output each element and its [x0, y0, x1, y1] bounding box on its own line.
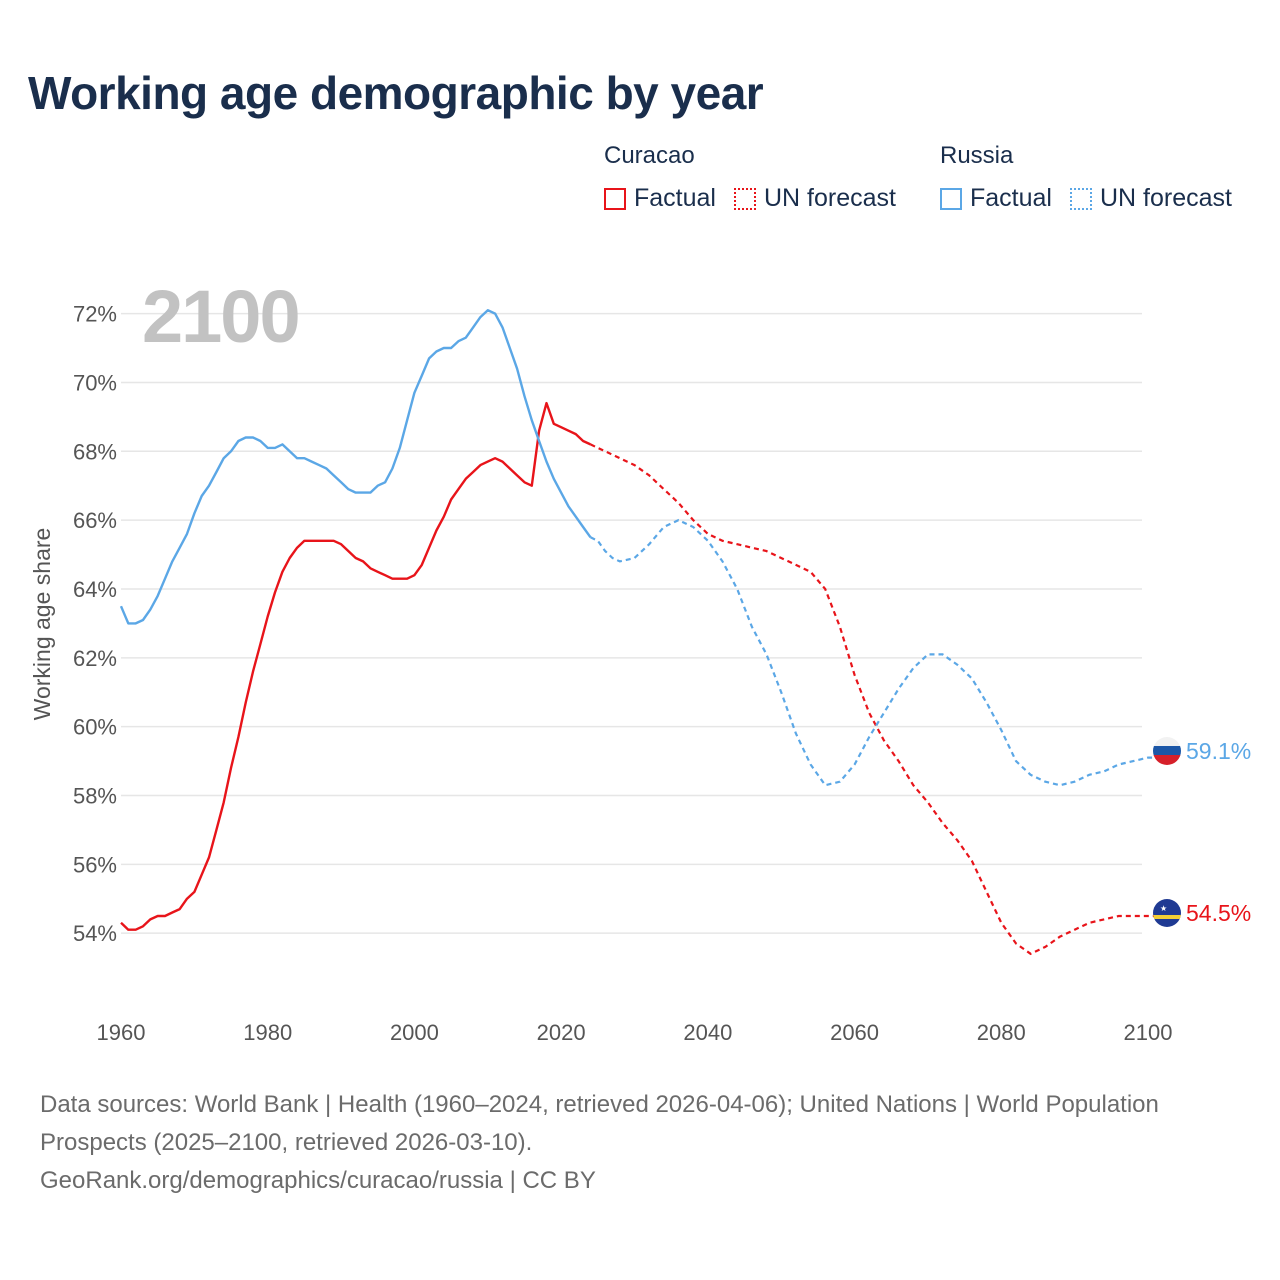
- legend-country-label: Russia: [940, 142, 1014, 169]
- y-axis-label: Working age share: [29, 528, 55, 721]
- year-watermark: 2100: [142, 275, 299, 358]
- y-tick-label: 58%: [73, 783, 117, 808]
- chart-title: Working age demographic by year: [28, 67, 764, 119]
- gridlines: [121, 312, 1142, 934]
- y-tick-label: 70%: [73, 370, 117, 395]
- legend-item-curacao-forecast[interactable]: UN forecast: [733, 184, 896, 213]
- x-tick-label: 2080: [977, 1020, 1026, 1045]
- x-axis-ticks: 1960 1980 2000 2020 2040 2060 2080 2100: [97, 1020, 1173, 1045]
- legend-forecast-label: UN forecast: [1099, 184, 1232, 212]
- curacao-end-label: 54.5%: [1186, 900, 1251, 926]
- y-tick-label: 62%: [73, 646, 117, 671]
- legend-factual-label: Factual: [634, 184, 716, 212]
- russia-forecast-line[interactable]: [590, 518, 1163, 787]
- legend-item-curacao-factual[interactable]: Factual: [604, 184, 716, 213]
- legend-russia: Russia Factual UN forecast: [940, 142, 1250, 213]
- y-tick-label: 56%: [73, 852, 117, 877]
- russia-factual-line[interactable]: [119, 309, 592, 625]
- line-chart: 54% 56% 58% 60% 62% 64% 66% 68% 70% 72% 1960 1980 2…: [29, 275, 1251, 1045]
- x-tick-label: 1960: [97, 1020, 146, 1045]
- data-sources-text: Data sources: World Bank | Health (1960–…: [40, 1091, 1159, 1156]
- x-tick-label: 2060: [830, 1020, 879, 1045]
- x-tick-label: 2000: [390, 1020, 439, 1045]
- legend-factual-label: Factual: [970, 184, 1052, 212]
- credit-link[interactable]: GeoRank.org/demographics/curacao/russia …: [40, 1167, 596, 1194]
- legend-forecast-label: UN forecast: [763, 184, 896, 212]
- curacao-forecast-line[interactable]: [590, 443, 1163, 956]
- y-tick-label: 68%: [73, 439, 117, 464]
- series-lines: [119, 309, 1163, 956]
- solid-swatch-icon: [604, 187, 626, 210]
- solid-swatch-icon: [940, 187, 962, 210]
- y-tick-label: 66%: [73, 508, 117, 533]
- russia-end-label: 59.1%: [1186, 738, 1251, 764]
- y-axis-ticks: 54% 56% 58% 60% 62% 64% 66% 68% 70% 72%: [73, 302, 117, 947]
- russia-flag-icon: [1153, 737, 1181, 765]
- x-tick-label: 2020: [537, 1020, 586, 1045]
- x-tick-label: 2040: [683, 1020, 732, 1045]
- y-tick-label: 54%: [73, 921, 117, 946]
- legend-item-russia-forecast[interactable]: UN forecast: [1069, 184, 1232, 213]
- footer: Data sources: World Bank | Health (1960–…: [40, 1086, 1220, 1200]
- legend-curacao: Curacao Factual UN forecast: [604, 142, 914, 213]
- y-tick-label: 64%: [73, 577, 117, 602]
- curacao-flag-icon: ★: [1153, 899, 1181, 927]
- dotted-swatch-icon: [1069, 187, 1092, 210]
- svg-text:★: ★: [1160, 904, 1167, 913]
- x-tick-label: 2100: [1124, 1020, 1173, 1045]
- legend-item-russia-factual[interactable]: Factual: [940, 184, 1052, 213]
- dotted-swatch-icon: [733, 187, 756, 210]
- legend-country-label: Curacao: [604, 142, 695, 169]
- x-tick-label: 1980: [243, 1020, 292, 1045]
- y-tick-label: 60%: [73, 715, 117, 740]
- y-tick-label: 72%: [73, 302, 117, 327]
- curacao-factual-line[interactable]: [120, 401, 592, 931]
